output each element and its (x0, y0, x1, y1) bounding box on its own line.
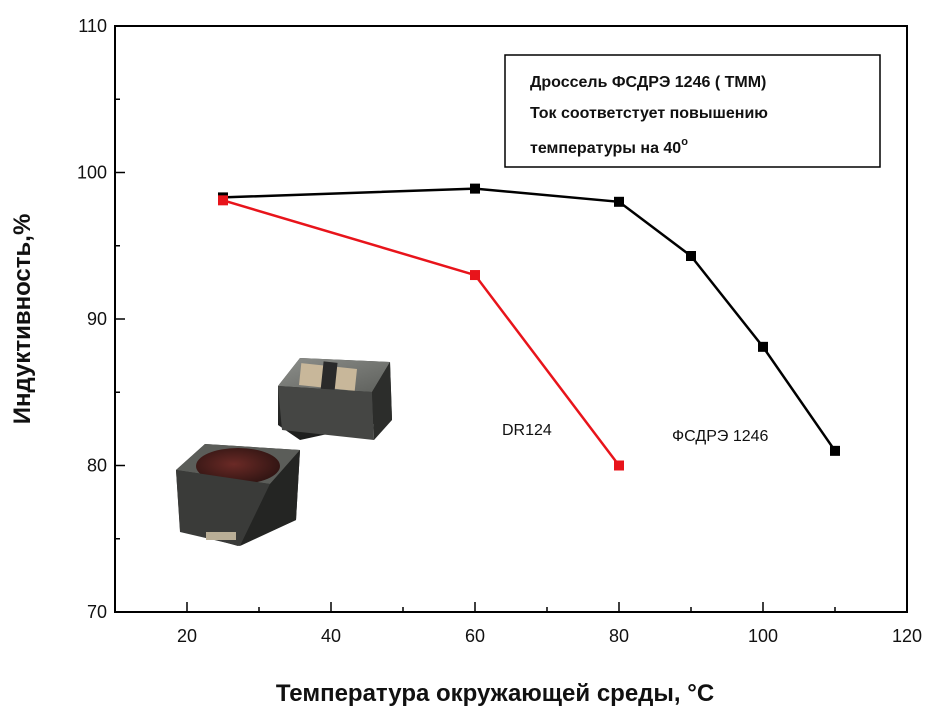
x-axis-title: Температура окружающей среды, °C (276, 680, 714, 706)
y-axis: 70 80 90 100 110 (77, 16, 125, 622)
x-tick-label: 80 (609, 626, 629, 646)
data-point (614, 460, 624, 471)
data-point (830, 445, 840, 456)
x-tick-label: 20 (177, 626, 197, 646)
x-tick-label: 120 (892, 626, 922, 646)
annotation-line-3-text: температуры на 40 (530, 140, 681, 157)
y-tick-label: 100 (77, 163, 107, 183)
y-axis-title: Индуктивность,% (9, 214, 36, 425)
series-label-fsdre1246: ФСДРЭ 1246 (672, 428, 769, 445)
annotation-line-3: температуры на 40o (530, 136, 688, 157)
inductor-front (176, 444, 300, 546)
series-layer (218, 183, 840, 471)
data-point (758, 341, 768, 352)
data-point (218, 195, 228, 206)
x-axis: 20 40 60 80 100 120 (114, 602, 922, 646)
annotation-degree: o (681, 136, 688, 148)
annotation-box: Дроссель ФСДРЭ 1246 ( ТММ) Ток соответст… (504, 54, 881, 168)
x-tick-label: 100 (748, 626, 778, 646)
y-tick-label: 90 (87, 309, 107, 329)
series-label-dr124: DR124 (502, 422, 552, 439)
inductor-photo (176, 358, 392, 546)
y-tick-label: 80 (87, 456, 107, 476)
data-point (614, 196, 624, 207)
x-tick-label: 40 (321, 626, 341, 646)
annotation-line-2: Ток соответстует повышению (530, 105, 768, 122)
y-tick-label: 110 (78, 16, 107, 36)
data-point (470, 270, 480, 281)
x-tick-label: 60 (465, 626, 485, 646)
data-point (686, 251, 696, 262)
series-line-0 (222, 187, 837, 452)
inductor-back (278, 358, 392, 440)
annotation-line-1: Дроссель ФСДРЭ 1246 ( ТММ) (530, 74, 766, 91)
data-point (470, 183, 480, 194)
y-tick-label: 70 (87, 602, 107, 622)
